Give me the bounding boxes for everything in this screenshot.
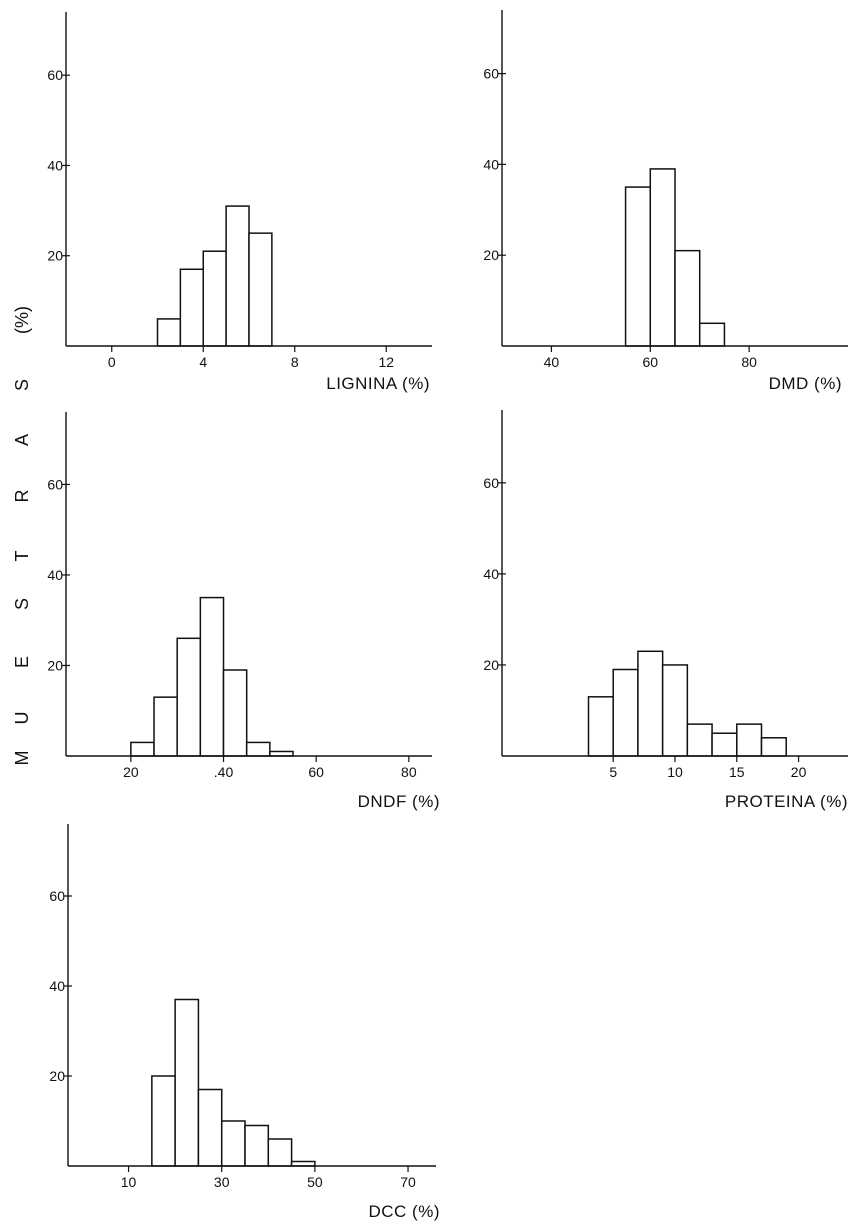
x-tick-label: 40 — [544, 354, 560, 370]
y-axis-title-letter: (%) — [12, 306, 32, 334]
y-tick-label: 40 — [47, 157, 63, 173]
histogram-bar — [637, 650, 664, 757]
x-tick-label: 20 — [123, 764, 139, 780]
lignina-histogram: 20 40 60 0 4 8 12 LIGNINA (%) — [47, 12, 432, 393]
y-tick-label: 40 — [483, 566, 499, 582]
histogram-bar — [760, 737, 787, 757]
histogram-bar — [686, 723, 713, 757]
x-tick-label: 80 — [401, 764, 417, 780]
histogram-bar — [674, 249, 701, 347]
y-tick-label: 60 — [47, 67, 63, 83]
histogram-bar — [222, 669, 248, 757]
x-tick-label: 20 — [791, 764, 807, 780]
y-tick-label: 60 — [47, 476, 63, 492]
histogram-bar — [698, 322, 726, 347]
y-axis-title-letter: E — [12, 656, 32, 668]
histogram-bar — [199, 596, 225, 757]
x-axis-title: DNDF (%) — [358, 792, 440, 811]
y-tick-label: 20 — [49, 1068, 65, 1084]
histogram-bar — [612, 668, 639, 757]
y-tick-label: 20 — [47, 657, 63, 673]
y-tick-label: 60 — [49, 888, 65, 904]
y-tick-label: 40 — [47, 567, 63, 583]
y-axis-title-letter: U — [12, 712, 32, 725]
x-axis-title: LIGNINA (%) — [326, 374, 430, 393]
x-tick-label: 0 — [108, 354, 116, 370]
dmd-histogram: 20 40 60 40 60 80 DMD (%) — [483, 10, 848, 393]
x-tick-label: 60 — [642, 354, 658, 370]
histogram-bar — [202, 250, 227, 347]
y-tick-label: 60 — [483, 475, 499, 491]
x-tick-label: 60 — [308, 764, 324, 780]
histogram-bar — [156, 318, 182, 347]
histogram-bar — [711, 732, 738, 757]
y-axis-title-letter: A — [12, 434, 32, 446]
x-tick-label: 30 — [214, 1174, 230, 1190]
y-tick-label: 20 — [47, 248, 63, 264]
histogram-bar — [624, 186, 652, 347]
histogram-bar — [649, 168, 676, 347]
x-tick-label: 50 — [307, 1174, 323, 1190]
histogram-bar — [244, 1124, 270, 1167]
dndf-histogram: 20 40 60 20 .40 60 80 DNDF (%) — [47, 412, 440, 811]
histogram-bar — [176, 637, 202, 757]
x-tick-label: 80 — [741, 354, 757, 370]
histogram-bar — [197, 1088, 223, 1167]
x-tick-label: 10 — [121, 1174, 137, 1190]
x-tick-label: 5 — [609, 764, 617, 780]
proteina-histogram: 20 40 60 5 10 15 20 PROTEINA (%) — [483, 410, 848, 811]
y-tick-label: 60 — [483, 66, 499, 82]
histogram-bar — [267, 1138, 293, 1167]
histogram-bar — [736, 723, 763, 757]
dcc-histogram: 20 40 60 10 30 50 70 DCC (%) — [49, 824, 440, 1221]
histogram-bar — [587, 696, 614, 757]
histogram-bar — [179, 268, 204, 347]
x-axis-title: DMD (%) — [769, 374, 842, 393]
y-axis-title-letter: S — [12, 598, 32, 610]
y-axis-title-letter: S — [12, 379, 32, 391]
x-tick-label: 4 — [199, 354, 207, 370]
y-axis-title-letter: T — [12, 551, 32, 562]
x-tick-label: 8 — [291, 354, 299, 370]
histogram-bar — [245, 741, 271, 757]
x-tick-label: 15 — [729, 764, 745, 780]
y-axis-title-letter: M — [12, 751, 32, 766]
y-tick-label: 40 — [483, 156, 499, 172]
y-axis-title-letter: R — [12, 490, 32, 503]
histogram-bar — [661, 664, 689, 757]
y-tick-label: 20 — [483, 657, 499, 673]
shared-y-axis-label: M U E S T R A S (%) — [12, 306, 32, 766]
x-tick-label: .40 — [214, 764, 234, 780]
x-tick-label: 12 — [378, 354, 394, 370]
histogram-bar — [151, 1075, 176, 1167]
y-tick-label: 40 — [49, 978, 65, 994]
y-tick-label: 20 — [483, 247, 499, 263]
histogram-bar — [153, 696, 178, 757]
x-axis-title: PROTEINA (%) — [725, 792, 848, 811]
histogram-bar — [225, 205, 250, 347]
histogram-bar — [130, 741, 155, 757]
x-axis-title: DCC (%) — [369, 1202, 441, 1221]
histogram-bar — [174, 998, 200, 1167]
x-tick-label: 70 — [400, 1174, 416, 1190]
histogram-bar — [248, 232, 273, 347]
histogram-bar — [220, 1120, 246, 1167]
x-tick-label: 10 — [667, 764, 683, 780]
